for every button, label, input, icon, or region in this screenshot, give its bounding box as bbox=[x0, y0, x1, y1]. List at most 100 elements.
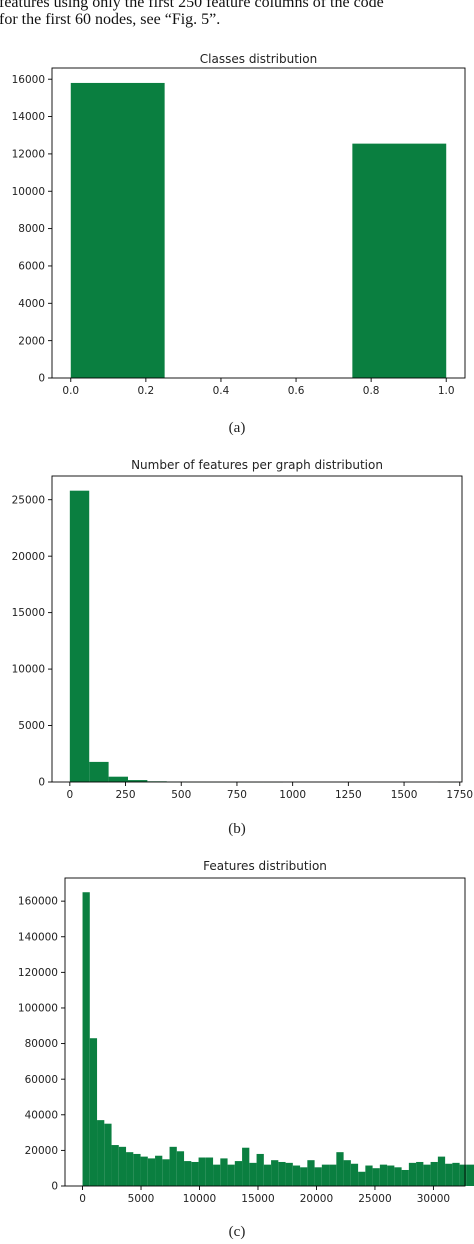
features-chart-title: Features distribution bbox=[203, 859, 327, 873]
features-bar-14 bbox=[184, 1161, 192, 1186]
classes-y-tick-label: 0 bbox=[38, 373, 45, 385]
features-y-tick-label: 160000 bbox=[18, 896, 58, 908]
features-bar-43 bbox=[394, 1167, 402, 1186]
classes-y-tick-label: 4000 bbox=[18, 298, 45, 310]
features-bar-10 bbox=[155, 1155, 163, 1186]
features-bar-13 bbox=[176, 1151, 185, 1186]
features-bar-48 bbox=[430, 1161, 438, 1186]
features-per-graph-y-tick-label: 5000 bbox=[18, 720, 45, 732]
features-plot-frame bbox=[64, 877, 466, 1187]
features-bar-31 bbox=[307, 1160, 315, 1186]
features-bar-41 bbox=[379, 1164, 388, 1186]
classes-bar-0 bbox=[70, 82, 165, 378]
features-bar-28 bbox=[285, 1162, 293, 1186]
features-bar-4 bbox=[111, 1145, 119, 1186]
features-per-graph-x-tick-label: 750 bbox=[227, 789, 247, 801]
caption-c: (c) bbox=[228, 1224, 246, 1240]
features-bar-11 bbox=[162, 1159, 170, 1186]
classes-y-tick-label: 2000 bbox=[18, 335, 45, 347]
features-y-tick-label: 20000 bbox=[25, 1145, 58, 1157]
features-bar-30 bbox=[300, 1167, 308, 1186]
features-bar-51 bbox=[452, 1162, 460, 1186]
classes-y-tick-label: 16000 bbox=[12, 74, 45, 86]
features-bar-0 bbox=[82, 892, 90, 1186]
features-bar-33 bbox=[321, 1164, 330, 1186]
classes-bar-1 bbox=[352, 143, 447, 378]
classes-distribution-chart: 0.0 0.2 0.4 0.6 0.8 1.0 0 2000 4000 6000 8000 10000… bbox=[12, 52, 466, 397]
features-x-tick-label: 5000 bbox=[128, 1193, 155, 1205]
features-y-tick-label: 100000 bbox=[18, 1003, 58, 1015]
classes-x-tick-label: 0.6 bbox=[288, 385, 305, 397]
classes-x-tick-label: 0.0 bbox=[62, 385, 79, 397]
caption-a: (a) bbox=[228, 420, 246, 436]
features-y-tick-label: 40000 bbox=[25, 1109, 58, 1121]
features-bar-21 bbox=[234, 1161, 243, 1186]
features-x-tick-label: 20000 bbox=[300, 1193, 333, 1205]
features-bar-7 bbox=[133, 1153, 141, 1186]
features-bar-39 bbox=[365, 1165, 373, 1186]
features-bar-15 bbox=[191, 1161, 199, 1186]
classes-y-tick-label: 14000 bbox=[12, 111, 45, 123]
features-per-graph-chart-title: Number of features per graph distributio… bbox=[131, 458, 383, 472]
features-bar-37 bbox=[350, 1163, 359, 1186]
header-line-1: features using only the first 250 featur… bbox=[0, 0, 384, 11]
features-per-graph-bar-0 bbox=[69, 490, 90, 782]
caption-b: (b) bbox=[228, 821, 246, 837]
header-line-2: for the first 60 nodes, see “Fig. 5”. bbox=[0, 11, 221, 28]
features-bar-1 bbox=[89, 1038, 98, 1186]
classes-y-tick-label: 12000 bbox=[12, 149, 45, 161]
features-bar-34 bbox=[329, 1164, 337, 1186]
features-per-graph-y-tick-label: 0 bbox=[38, 777, 45, 789]
features-per-graph-x-tick-label: 250 bbox=[116, 789, 136, 801]
features-bar-12 bbox=[169, 1146, 177, 1186]
classes-y-tick-label: 8000 bbox=[18, 223, 45, 235]
classes-x-tick-label: 1.0 bbox=[438, 385, 455, 397]
header-text: features using only the first 250 featur… bbox=[0, 0, 474, 38]
features-per-graph-x-tick-label: 500 bbox=[171, 789, 191, 801]
features-bar-27 bbox=[278, 1161, 286, 1186]
features-bar-24 bbox=[256, 1153, 264, 1186]
features-bar-9 bbox=[147, 1158, 156, 1186]
features-per-graph-x-tick-label: 1000 bbox=[279, 789, 306, 801]
features-bar-46 bbox=[416, 1161, 424, 1186]
features-per-graph-plot-frame bbox=[51, 475, 463, 783]
features-y-tick-label: 60000 bbox=[25, 1074, 58, 1086]
features-bar-44 bbox=[401, 1169, 409, 1186]
features-bar-38 bbox=[358, 1171, 366, 1186]
features-bar-5 bbox=[118, 1146, 127, 1186]
features-bar-36 bbox=[343, 1160, 351, 1186]
features-per-graph-chart: 0 250 500 750 1000 1250 1500 1750 0 5000 10000 1500… bbox=[12, 458, 474, 801]
classes-x-tick-label: 0.2 bbox=[138, 385, 155, 397]
features-per-graph-bar-2 bbox=[108, 776, 128, 782]
features-bar-25 bbox=[263, 1164, 272, 1186]
features-bar-16 bbox=[198, 1157, 206, 1186]
classes-y-tick-label: 6000 bbox=[18, 261, 45, 273]
features-per-graph-x-tick-label: 1500 bbox=[391, 789, 418, 801]
features-bar-8 bbox=[140, 1156, 148, 1186]
features-distribution-chart: 0 5000 10000 15000 20000 25000 30000 0 20000 4000… bbox=[18, 859, 474, 1205]
features-bar-29 bbox=[292, 1165, 301, 1186]
features-bar-40 bbox=[372, 1168, 380, 1186]
features-x-tick-label: 30000 bbox=[417, 1193, 450, 1205]
features-y-tick-label: 80000 bbox=[25, 1038, 58, 1050]
features-bar-45 bbox=[408, 1162, 417, 1186]
classes-x-tick-label: 0.4 bbox=[213, 385, 230, 397]
features-per-graph-x-tick-label: 1750 bbox=[446, 789, 473, 801]
features-bar-42 bbox=[387, 1165, 395, 1186]
features-y-tick-label: 120000 bbox=[18, 967, 58, 979]
classes-y-tick-label: 10000 bbox=[12, 186, 45, 198]
features-bar-49 bbox=[437, 1156, 446, 1186]
features-x-tick-label: 10000 bbox=[183, 1193, 216, 1205]
features-bar-2 bbox=[97, 1120, 105, 1186]
features-bar-50 bbox=[445, 1163, 453, 1186]
features-x-tick-label: 0 bbox=[79, 1193, 86, 1205]
features-per-graph-x-tick-label: 0 bbox=[66, 789, 73, 801]
features-bar-52 bbox=[459, 1164, 467, 1186]
features-per-graph-bar-3 bbox=[127, 780, 148, 782]
features-per-graph-x-tick-label: 1250 bbox=[335, 789, 362, 801]
features-x-tick-label: 15000 bbox=[241, 1193, 274, 1205]
features-per-graph-y-tick-label: 15000 bbox=[12, 607, 45, 619]
classes-chart-title: Classes distribution bbox=[200, 52, 317, 66]
features-y-tick-label: 0 bbox=[51, 1181, 58, 1193]
features-bar-3 bbox=[104, 1123, 112, 1186]
